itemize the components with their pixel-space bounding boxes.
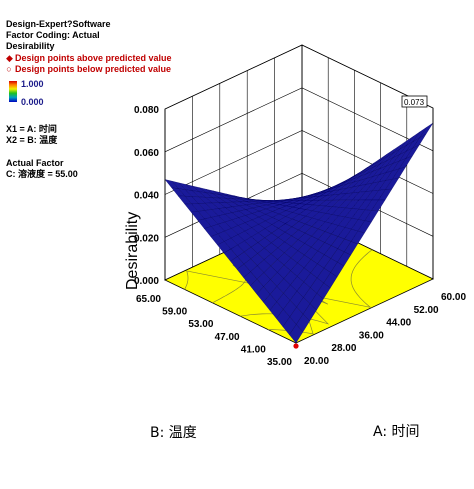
y-tick-label: 41.00 bbox=[241, 344, 266, 355]
x-axis-title: A: 时间 bbox=[373, 424, 420, 440]
design-point-above-icon: ◆ bbox=[6, 53, 13, 63]
x-tick-label: 60.00 bbox=[441, 292, 466, 303]
y-tick-label: 65.00 bbox=[136, 294, 161, 305]
legend-below-label: Design points below predicted value bbox=[15, 64, 172, 74]
design-point bbox=[293, 343, 299, 349]
legend-below: ○ Design points below predicted value bbox=[6, 64, 171, 74]
x-tick-label: 36.00 bbox=[359, 330, 384, 341]
actual-factor-header: Actual Factor bbox=[6, 158, 64, 168]
y-tick-label: 53.00 bbox=[188, 319, 213, 330]
z-tick-label: 0.000 bbox=[134, 276, 159, 287]
colorbar-max: 1.000 bbox=[21, 79, 44, 89]
box-edges bbox=[164, 108, 434, 280]
x1-definition: X1 = A: 时间 bbox=[6, 124, 57, 134]
max-value-box: 0.073 bbox=[401, 95, 428, 108]
color-scale-bar bbox=[9, 81, 17, 102]
x-tick-label: 44.00 bbox=[386, 318, 411, 329]
actual-factor-value: C: 溶液度 = 55.00 bbox=[6, 169, 78, 179]
colorbar-min: 0.000 bbox=[21, 97, 44, 107]
z-tick-label: 0.060 bbox=[134, 148, 159, 159]
software-label: Design-Expert?Software bbox=[6, 19, 111, 29]
y-tick-label: 35.00 bbox=[267, 357, 292, 368]
legend-above-label: Design points above predicted value bbox=[15, 53, 172, 63]
x-tick-label: 28.00 bbox=[331, 343, 356, 354]
response-label: Desirability bbox=[6, 41, 55, 51]
x-tick-label: 20.00 bbox=[304, 356, 329, 367]
x-tick-label: 52.00 bbox=[414, 305, 439, 316]
tick-labels: 0.000 0.020 0.040 0.060 0.080 20.0028.0036.00… bbox=[134, 105, 466, 368]
legend-above: ◆ Design points above predicted value bbox=[6, 53, 172, 63]
x2-definition: X2 = B: 温度 bbox=[6, 135, 58, 145]
z-axis-title: Desirability bbox=[124, 212, 141, 290]
y-axis-title: B: 温度 bbox=[150, 425, 197, 441]
z-tick-label: 0.080 bbox=[134, 105, 159, 116]
floor-contour bbox=[184, 249, 373, 308]
z-tick-label: 0.040 bbox=[134, 191, 159, 202]
response-surface bbox=[164, 122, 434, 349]
y-tick-label: 47.00 bbox=[215, 332, 240, 343]
axis-titles: A: 时间 B: 温度 Desirability bbox=[124, 212, 420, 441]
max-value-label: 0.073 bbox=[404, 98, 425, 107]
z-tick-label: 0.020 bbox=[134, 233, 159, 244]
y-tick-label: 59.00 bbox=[162, 307, 187, 318]
design-point-below-icon: ○ bbox=[6, 64, 12, 74]
factor-coding-label: Factor Coding: Actual bbox=[6, 30, 100, 40]
surface-cell bbox=[289, 324, 304, 344]
